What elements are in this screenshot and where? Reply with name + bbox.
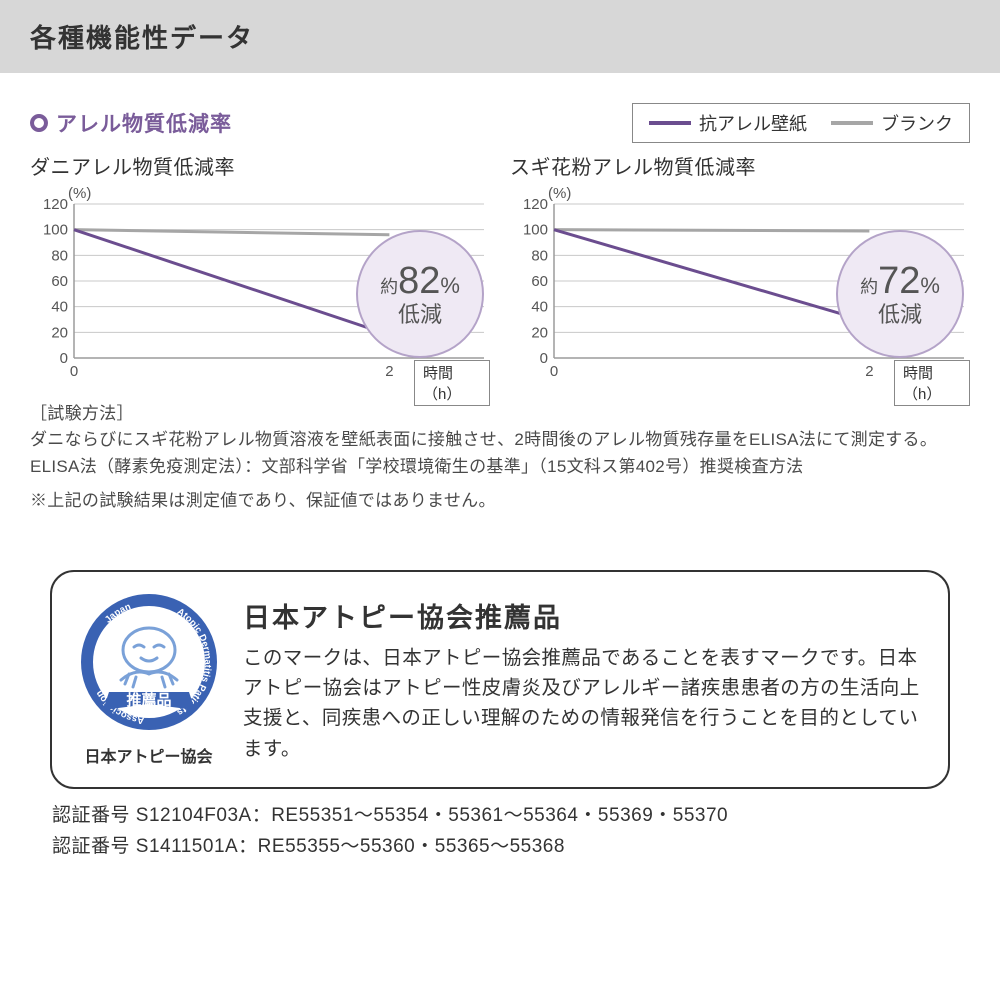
svg-text:0: 0 [70,363,78,380]
chart-left: ダニアレル物質低減率 (%)02040608010012002約82%低減時間（… [30,151,490,387]
svg-text:100: 100 [43,222,68,239]
page-title: 各種機能性データ [30,23,254,53]
disclaimer: ※上記の試験結果は測定値であり、保証値ではありません。 [30,488,970,514]
x-axis-label: 時間（h） [894,360,970,406]
content-area: アレル物質低減率 抗アレル壁紙 ブランク ダニアレル物質低減率 (%)02040… [0,73,1000,862]
association-logo: Japan Atopic Dermatitis Patients Associa… [76,592,221,767]
svg-text:20: 20 [531,324,548,341]
x-axis-label: 時間（h） [414,360,490,406]
svg-text:120: 120 [43,196,68,213]
association-box: Japan Atopic Dermatitis Patients Associa… [50,570,950,789]
chart-title: スギ花粉アレル物質低減率 [510,151,970,180]
legend-item-blank: ブランク [831,110,953,136]
chart-right: スギ花粉アレル物質低減率 (%)02040608010012002約72%低減時… [510,151,970,387]
svg-text:(%): (%) [548,185,571,202]
svg-text:100: 100 [523,222,548,239]
svg-text:0: 0 [550,363,558,380]
legend-label: ブランク [881,110,953,136]
svg-text:0: 0 [60,350,68,367]
svg-text:0: 0 [540,350,548,367]
svg-text:(%): (%) [68,185,91,202]
legend: 抗アレル壁紙 ブランク [632,103,970,143]
svg-text:2: 2 [385,363,393,380]
association-title: 日本アトピー協会推薦品 [243,596,920,635]
chart-canvas: (%)02040608010012002約82%低減時間（h） [30,182,490,387]
svg-text:60: 60 [531,273,548,290]
association-org-name: 日本アトピー協会 [76,743,221,767]
svg-text:20: 20 [51,324,68,341]
legend-label: 抗アレル壁紙 [699,110,807,136]
certification-numbers: 認証番号 S12104F03A：RE55351～55354・55361～5536… [52,801,948,862]
cert-line: 認証番号 S1411501A：RE55355～55360・55365～55368 [52,832,948,862]
svg-text:80: 80 [51,247,68,264]
legend-swatch-blank [831,121,873,125]
cert-line: 認証番号 S12104F03A：RE55351～55354・55361～5536… [52,801,948,831]
svg-text:推薦品: 推薦品 [126,691,171,709]
association-body: このマークは、日本アトピー協会推薦品であることを表すマークです。日本アトピー協会… [243,643,920,764]
svg-text:2: 2 [865,363,873,380]
ring-bullet-icon [30,114,48,132]
reduction-badge: 約72%低減 [836,230,964,358]
method-line: ダニならびにスギ花粉アレル物質溶液を壁紙表面に接触させ、2時間後のアレル物質残存… [30,427,970,453]
svg-text:40: 40 [51,299,68,316]
method-header: ［試験方法］ [30,401,970,427]
svg-text:60: 60 [51,273,68,290]
chart-canvas: (%)02040608010012002約72%低減時間（h） [510,182,970,387]
page-header: 各種機能性データ [0,0,1000,73]
legend-item-treated: 抗アレル壁紙 [649,110,807,136]
atopy-logo-icon: Japan Atopic Dermatitis Patients Associa… [79,592,219,732]
svg-text:40: 40 [531,299,548,316]
association-text: 日本アトピー協会推薦品 このマークは、日本アトピー協会推薦品であることを表すマー… [243,596,920,764]
test-method-notes: ［試験方法］ ダニならびにスギ花粉アレル物質溶液を壁紙表面に接触させ、2時間後の… [30,401,970,514]
svg-text:120: 120 [523,196,548,213]
chart-title: ダニアレル物質低減率 [30,151,490,180]
svg-text:80: 80 [531,247,548,264]
section-title-text: アレル物質低減率 [56,108,232,138]
method-line: ELISA法（酵素免疫測定法）：文部科学省「学校環境衛生の基準」（15文科ス第4… [30,454,970,480]
reduction-badge: 約82%低減 [356,230,484,358]
section-title: アレル物質低減率 [30,108,232,138]
legend-swatch-treated [649,121,691,125]
section-top-row: アレル物質低減率 抗アレル壁紙 ブランク [30,103,970,143]
charts-row: ダニアレル物質低減率 (%)02040608010012002約82%低減時間（… [30,151,970,387]
